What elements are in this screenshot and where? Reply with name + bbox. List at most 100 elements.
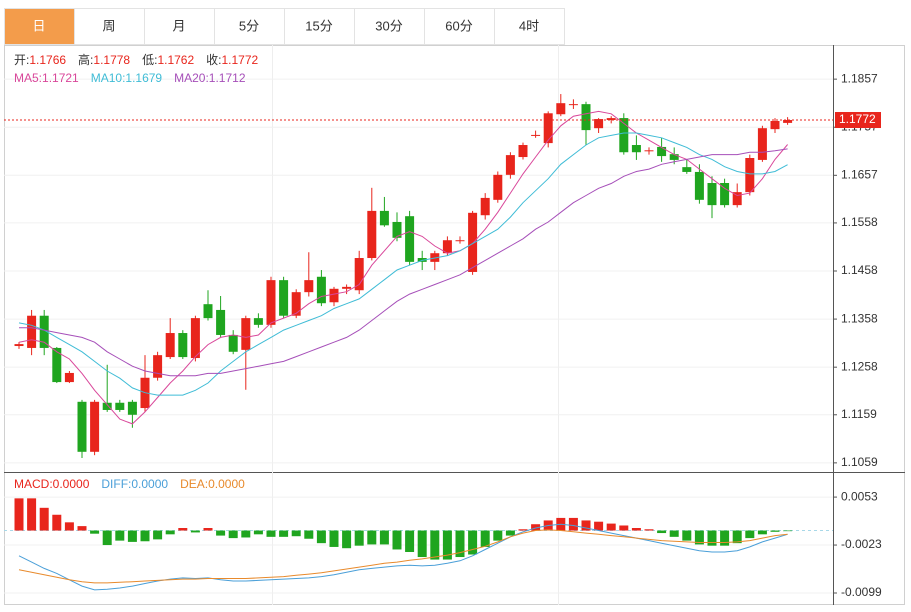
- macd-bar: [316, 530, 326, 544]
- candle-body: [619, 118, 629, 153]
- candle-body: [493, 174, 503, 200]
- tab-bar: 日 周 月 5分 15分 30分 60分 4时: [4, 8, 565, 45]
- candle-body: [279, 280, 289, 316]
- tab-label[interactable]: 日: [32, 18, 45, 33]
- candle-body: [631, 145, 641, 153]
- legend-name: 收:: [206, 53, 221, 67]
- candle-body: [644, 150, 654, 152]
- chart-frame: [4, 45, 905, 605]
- macd-bar: [757, 530, 767, 535]
- macd-bar: [64, 522, 74, 531]
- tab[interactable]: [424, 8, 495, 45]
- candle-body: [241, 318, 251, 350]
- candle-body: [405, 216, 415, 262]
- legend-name: DEA:: [180, 477, 208, 491]
- tab[interactable]: [74, 8, 145, 45]
- candle-body: [480, 197, 490, 216]
- tab[interactable]: [354, 8, 425, 45]
- macd-bar: [417, 530, 427, 558]
- macd-bar: [90, 530, 100, 534]
- macd-bar: [241, 530, 251, 538]
- candle-body: [379, 210, 389, 226]
- candle-body: [669, 154, 679, 160]
- tab[interactable]: [494, 8, 565, 45]
- candle-body: [354, 258, 364, 291]
- candle-body: [253, 318, 263, 325]
- y-tick-label: -0.0099: [841, 585, 882, 599]
- macd-bar: [77, 526, 87, 531]
- tab-label[interactable]: 30分: [375, 18, 402, 33]
- macd-bar: [266, 530, 276, 537]
- macd-bar: [216, 530, 226, 536]
- legend-value: 1.1712: [209, 71, 246, 85]
- candle-body: [657, 146, 667, 157]
- legend-name: 低:: [142, 53, 157, 67]
- macd-bar: [745, 530, 755, 539]
- macd-bar: [606, 523, 616, 531]
- macd-bar: [430, 530, 440, 560]
- y-tick-label: -0.0023: [841, 537, 882, 551]
- macd-bar: [657, 530, 667, 534]
- tab[interactable]: [144, 8, 215, 45]
- legend-value: 1.1766: [29, 53, 66, 67]
- macd-bar: [379, 530, 389, 545]
- plot: [4, 94, 833, 591]
- candle-body: [266, 280, 276, 325]
- macd-bar: [14, 498, 24, 531]
- legend-row: MACD:0.0000 DIFF:0.0000 DEA:0.0000: [14, 477, 245, 491]
- legend-name: 高:: [78, 52, 93, 67]
- candle-body: [14, 344, 24, 347]
- candle-body: [342, 286, 352, 289]
- candle-body: [367, 210, 377, 259]
- macd-bar: [694, 530, 704, 545]
- macd-bar: [102, 530, 112, 546]
- y-tick-label: 1.1657: [841, 167, 878, 181]
- candle-body: [594, 119, 604, 129]
- macd-bar: [228, 530, 238, 539]
- macd-bar: [367, 530, 377, 545]
- tab-label[interactable]: 5分: [239, 18, 259, 33]
- candle-body: [568, 104, 578, 106]
- candle-body: [442, 240, 452, 254]
- ma-line: [19, 148, 788, 377]
- candle-body: [228, 334, 238, 352]
- y-tick-label: 1.1258: [841, 359, 878, 373]
- tab[interactable]: [4, 8, 75, 45]
- macd-bar: [165, 530, 175, 535]
- legend-name: MA10:: [91, 71, 126, 85]
- ma-line: [18, 110, 788, 425]
- macd-bar: [455, 530, 465, 558]
- macd-bar: [115, 530, 125, 541]
- legend-name: MA5:: [14, 71, 42, 85]
- candle-body: [581, 104, 591, 131]
- tab-label[interactable]: 15分: [305, 18, 332, 33]
- candle-body: [392, 221, 402, 238]
- candle-body: [783, 120, 793, 123]
- legend-value: 1.1778: [93, 53, 130, 67]
- tab-label[interactable]: 4时: [519, 18, 539, 33]
- tab[interactable]: [284, 8, 355, 45]
- legend-name: 开:: [14, 53, 29, 67]
- macd-bar: [442, 530, 452, 560]
- macd-bar: [190, 530, 200, 533]
- candle-body: [216, 309, 226, 335]
- candle-body: [531, 134, 541, 136]
- candle-body: [27, 315, 37, 348]
- y-tick-label: 1.1358: [841, 311, 878, 325]
- tab-label[interactable]: 月: [172, 18, 185, 33]
- macd-bar: [140, 530, 150, 542]
- legend-name: MACD:: [14, 477, 53, 491]
- candle-body: [694, 171, 704, 200]
- macd-bar: [52, 514, 62, 531]
- macd-bar: [783, 530, 793, 532]
- y-tick-label: 1.1558: [841, 215, 878, 229]
- y-tick-label: 0.0053: [841, 489, 878, 503]
- tab-label[interactable]: 周: [102, 18, 115, 33]
- macd-bar: [405, 530, 415, 552]
- macd-bar: [682, 530, 692, 541]
- macd-bar: [531, 524, 541, 531]
- tab-label[interactable]: 60分: [445, 18, 472, 33]
- candle-body: [115, 402, 125, 410]
- macd-bar: [203, 528, 213, 531]
